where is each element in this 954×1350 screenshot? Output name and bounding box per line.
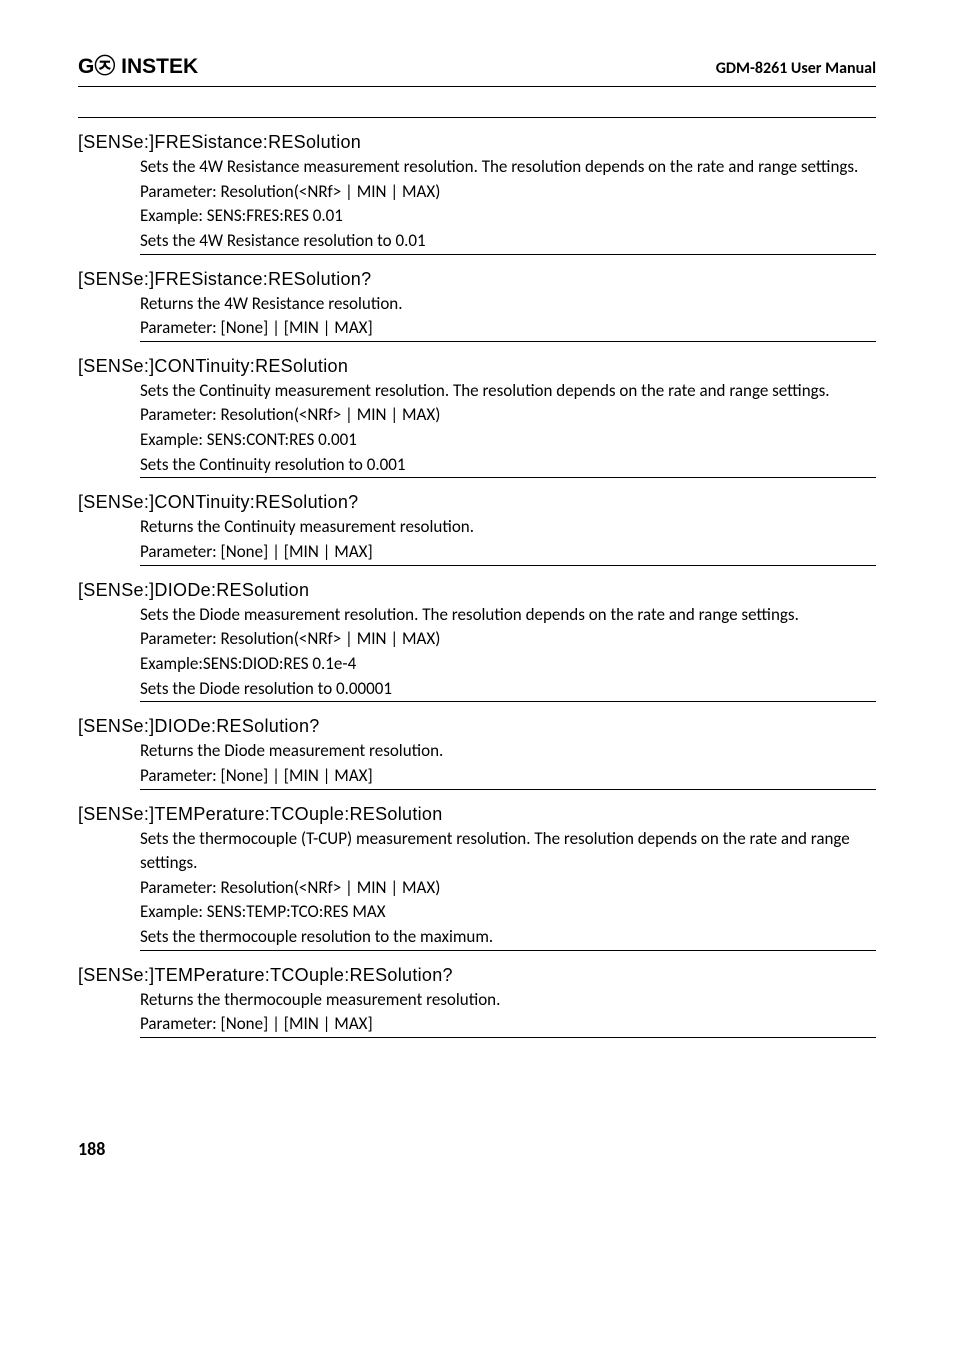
command-line: Sets the Continuity measurement resoluti… <box>140 379 876 404</box>
command-block: [SENSe:]TEMPerature:TCOuple:RESolutionSe… <box>78 804 876 951</box>
command-line: Parameter: Resolution(<NRf> | MIN | MAX) <box>140 627 876 652</box>
command-name: [SENSe:]CONTinuity:RESolution <box>78 356 876 377</box>
command-line: Example: SENS:TEMP:TCO:RES MAX <box>140 900 876 925</box>
page: G㉨ INSTEK GDM-8261 User Manual [SENSe:]F… <box>0 0 954 1200</box>
command-line: Parameter: [None] | [MIN | MAX] <box>140 1012 876 1037</box>
command-body: Sets the thermocouple (T-CUP) measuremen… <box>140 827 876 951</box>
command-line: Parameter: Resolution(<NRf> | MIN | MAX) <box>140 876 876 901</box>
command-line: Sets the 4W Resistance measurement resol… <box>140 155 876 180</box>
command-line: Sets the Diode resolution to 0.00001 <box>140 677 876 702</box>
command-line: Parameter: [None] | [MIN | MAX] <box>140 316 876 341</box>
command-block: [SENSe:]FRESistance:RESolutionSets the 4… <box>78 132 876 255</box>
command-line: Parameter: Resolution(<NRf> | MIN | MAX) <box>140 403 876 428</box>
command-name: [SENSe:]FRESistance:RESolution <box>78 132 876 153</box>
command-body: Sets the Diode measurement resolution. T… <box>140 603 876 703</box>
command-block: [SENSe:]TEMPerature:TCOuple:RESolution?R… <box>78 965 876 1038</box>
command-body: Returns the thermocouple measurement res… <box>140 988 876 1038</box>
page-header: G㉨ INSTEK GDM-8261 User Manual <box>78 50 876 87</box>
command-line: Returns the 4W Resistance resolution. <box>140 292 876 317</box>
command-line: Example: SENS:CONT:RES 0.001 <box>140 428 876 453</box>
command-line: Returns the Continuity measurement resol… <box>140 515 876 540</box>
command-line: Parameter: Resolution(<NRf> | MIN | MAX) <box>140 180 876 205</box>
command-block: [SENSe:]DIODe:RESolutionSets the Diode m… <box>78 580 876 703</box>
command-line: Sets the thermocouple resolution to the … <box>140 925 876 950</box>
command-name: [SENSe:]DIODe:RESolution? <box>78 716 876 737</box>
command-line: Sets the Diode measurement resolution. T… <box>140 603 876 628</box>
command-line: Parameter: [None] | [MIN | MAX] <box>140 540 876 565</box>
command-body: Returns the Diode measurement resolution… <box>140 739 876 789</box>
page-number: 188 <box>78 1138 876 1160</box>
command-line: Example: SENS:FRES:RES 0.01 <box>140 204 876 229</box>
command-name: [SENSe:]TEMPerature:TCOuple:RESolution? <box>78 965 876 986</box>
command-body: Sets the 4W Resistance measurement resol… <box>140 155 876 255</box>
command-line: Sets the thermocouple (T-CUP) measuremen… <box>140 827 876 876</box>
top-separator <box>78 117 876 118</box>
command-line: Example:SENS:DIOD:RES 0.1e-4 <box>140 652 876 677</box>
command-line: Parameter: [None] | [MIN | MAX] <box>140 764 876 789</box>
command-body: Returns the Continuity measurement resol… <box>140 515 876 565</box>
command-name: [SENSe:]TEMPerature:TCOuple:RESolution <box>78 804 876 825</box>
command-block: [SENSe:]CONTinuity:RESolution?Returns th… <box>78 492 876 565</box>
command-body: Sets the Continuity measurement resoluti… <box>140 379 876 479</box>
command-block: [SENSe:]DIODe:RESolution?Returns the Dio… <box>78 716 876 789</box>
command-name: [SENSe:]DIODe:RESolution <box>78 580 876 601</box>
command-name: [SENSe:]CONTinuity:RESolution? <box>78 492 876 513</box>
command-line: Returns the thermocouple measurement res… <box>140 988 876 1013</box>
command-body: Returns the 4W Resistance resolution.Par… <box>140 292 876 342</box>
command-block: [SENSe:]CONTinuity:RESolutionSets the Co… <box>78 356 876 479</box>
command-name: [SENSe:]FRESistance:RESolution? <box>78 269 876 290</box>
manual-title: GDM-8261 User Manual <box>716 59 876 78</box>
brand-logo: G㉨ INSTEK <box>78 50 198 80</box>
command-line: Sets the Continuity resolution to 0.001 <box>140 453 876 478</box>
command-line: Returns the Diode measurement resolution… <box>140 739 876 764</box>
command-block: [SENSe:]FRESistance:RESolution?Returns t… <box>78 269 876 342</box>
command-line: Sets the 4W Resistance resolution to 0.0… <box>140 229 876 254</box>
commands-container: [SENSe:]FRESistance:RESolutionSets the 4… <box>78 132 876 1038</box>
